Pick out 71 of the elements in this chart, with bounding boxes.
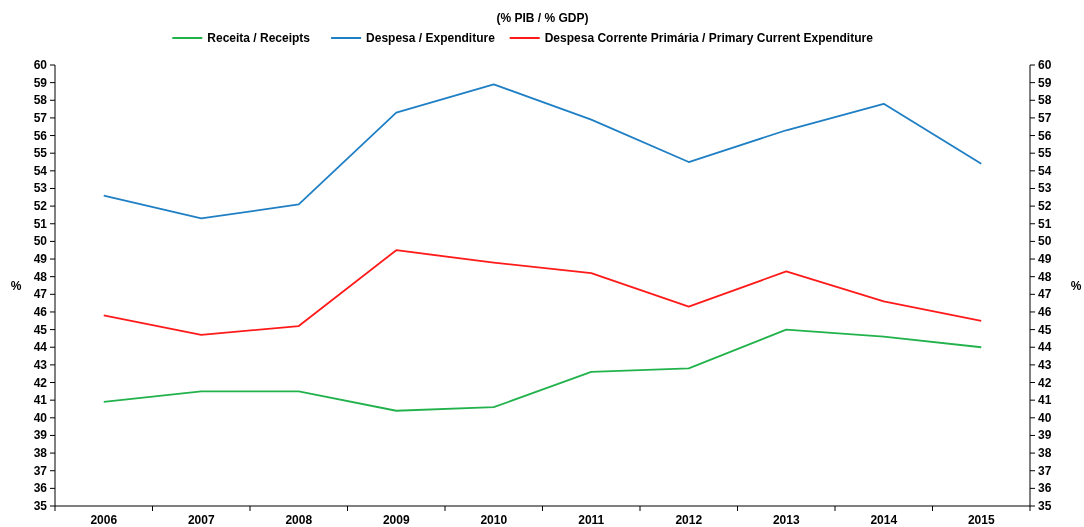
y-tick-label: 41 [33, 393, 48, 408]
y2-tick-label: 49 [1038, 252, 1052, 267]
y-tick-label: 56 [33, 128, 48, 143]
x-tick-label: 2015 [967, 513, 995, 527]
y-tick-label: 58 [33, 93, 48, 108]
y-tick-label: 40 [33, 410, 48, 425]
y-tick-label: 52 [33, 199, 48, 214]
legend-label: Despesa / Expenditure [366, 31, 496, 45]
y-tick-label: 47 [33, 287, 48, 302]
line-series [102, 249, 983, 336]
legend-label: Despesa Corrente Primária / Primary Current Expenditure [544, 31, 874, 45]
y2-tick-label: 42 [1038, 375, 1052, 390]
y-tick-label: 37 [33, 463, 48, 478]
x-tick-label: 2007 [187, 513, 215, 527]
y2-tick-label: 37 [1038, 463, 1052, 478]
x-tick-label: 2011 [578, 513, 605, 527]
y2-axis-title: % [1070, 278, 1082, 293]
y2-tick-label: 59 [1038, 75, 1052, 90]
y2-tick-label: 40 [1038, 410, 1052, 425]
y-tick-label: 38 [33, 446, 48, 461]
y2-tick-label: 48 [1038, 269, 1052, 284]
x-tick-label: 2008 [285, 513, 313, 527]
x-tick-label: 2010 [480, 513, 508, 527]
y2-tick-label: 41 [1038, 393, 1052, 408]
y2-tick-label: 58 [1038, 93, 1052, 108]
y2-tick-label: 54 [1038, 163, 1052, 178]
y-tick-label: 48 [33, 269, 48, 284]
y-tick-label: 44 [33, 340, 48, 355]
y-tick-label: 60 [33, 58, 48, 72]
line-series [102, 83, 983, 220]
y2-tick-label: 56 [1038, 128, 1052, 143]
y-axis-title: % [10, 278, 22, 293]
x-tick-label: 2013 [772, 513, 800, 527]
y2-tick-label: 50 [1038, 234, 1052, 249]
y2-tick-label: 39 [1038, 428, 1052, 443]
y-tick-label: 50 [33, 234, 48, 249]
y-tick-label: 57 [33, 110, 48, 125]
y2-tick-label: 45 [1038, 322, 1052, 337]
y-tick-label: 36 [33, 481, 48, 496]
y2-tick-label: 44 [1038, 340, 1052, 355]
legend-label: Receita / Receipts [207, 31, 311, 45]
line-series [102, 328, 983, 412]
y-tick-label: 55 [33, 146, 48, 161]
y2-tick-label: 47 [1038, 287, 1052, 302]
y2-tick-label: 60 [1038, 58, 1052, 72]
y2-tick-label: 52 [1038, 199, 1052, 214]
y2-tick-label: 35 [1038, 499, 1052, 513]
y2-tick-label: 38 [1038, 446, 1052, 461]
y-tick-label: 35 [33, 499, 48, 513]
x-tick-label: 2014 [870, 513, 898, 527]
y-tick-label: 39 [33, 428, 48, 443]
y-tick-label: 49 [33, 252, 48, 267]
y-tick-label: 53 [33, 181, 48, 196]
y-tick-label: 42 [33, 375, 48, 390]
y2-tick-label: 46 [1038, 304, 1052, 319]
y-tick-label: 59 [33, 75, 48, 90]
y-tick-label: 45 [33, 322, 48, 337]
y2-tick-label: 53 [1038, 181, 1052, 196]
y-tick-label: 54 [33, 163, 48, 178]
y2-tick-label: 57 [1038, 110, 1052, 125]
y-tick-label: 46 [33, 304, 48, 319]
x-tick-label: 2006 [90, 513, 118, 527]
y2-tick-label: 43 [1038, 357, 1052, 372]
x-tick-label: 2009 [382, 513, 410, 527]
y2-tick-label: 51 [1038, 216, 1052, 231]
y-tick-label: 51 [33, 216, 48, 231]
y-tick-label: 43 [33, 357, 48, 372]
chart-title: (% PIB / % GDP) [496, 11, 589, 25]
y2-tick-label: 36 [1038, 481, 1052, 496]
y2-tick-label: 55 [1038, 146, 1052, 161]
x-tick-label: 2012 [675, 513, 703, 527]
